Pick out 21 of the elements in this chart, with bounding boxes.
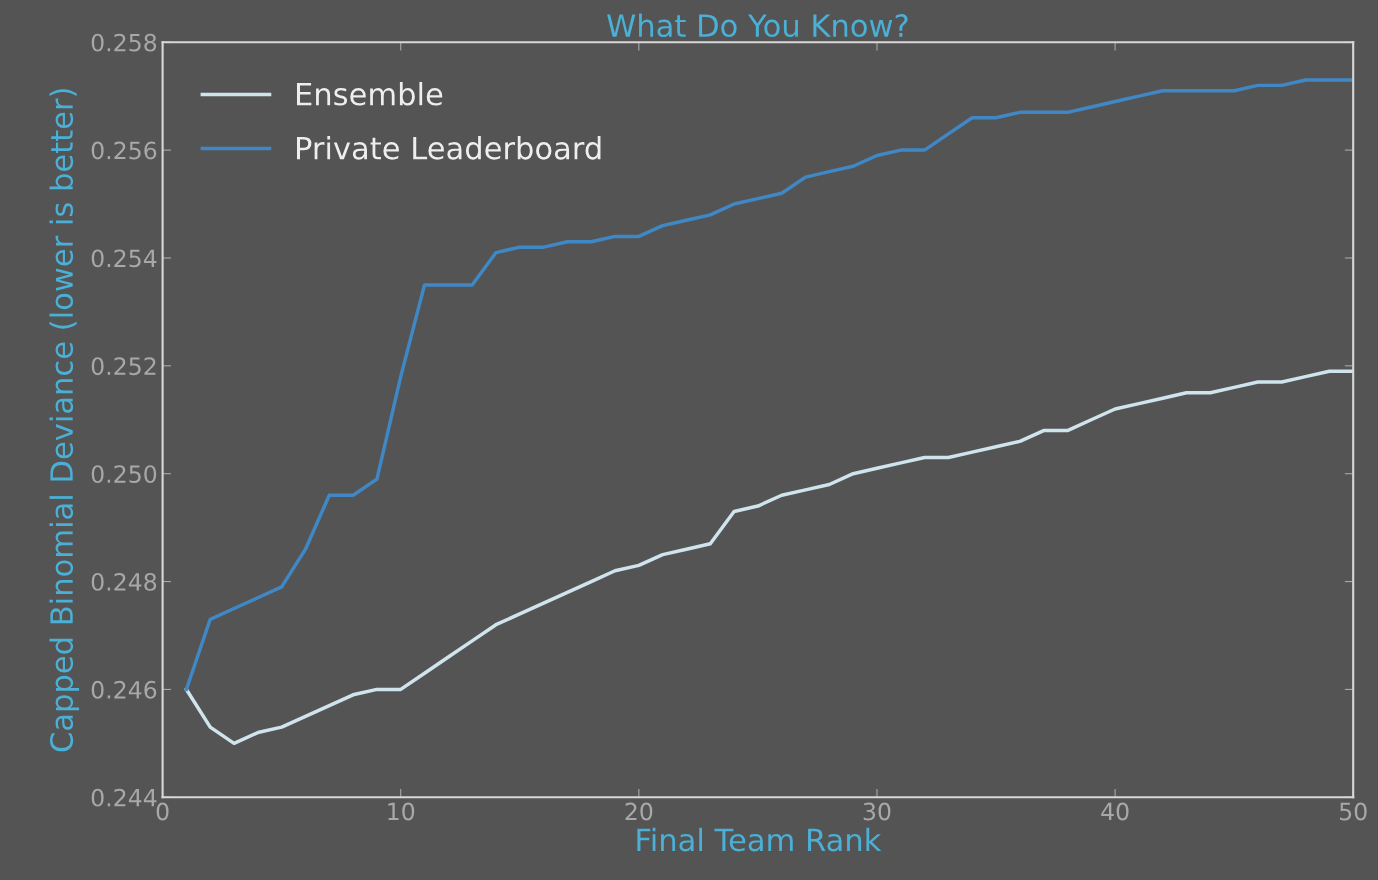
y-tick-label: 0.258: [91, 33, 157, 52]
y-tick-label: 0.246: [91, 680, 157, 699]
y-axis-title: Capped Binomial Deviance (lower is better): [49, 89, 80, 752]
x-tick-label: 40: [1101, 802, 1129, 821]
chart-title: What Do You Know?: [607, 13, 908, 38]
legend-label: Ensemble: [296, 81, 443, 106]
y-tick-label: 0.252: [91, 357, 156, 376]
y-tick-label: 0.250: [91, 465, 157, 483]
legend-label: Private Leaderboard: [296, 135, 601, 160]
y-tick-label: 0.248: [91, 573, 157, 591]
x-tick-label: 50: [1340, 802, 1367, 821]
x-tick-label: 10: [388, 802, 415, 821]
line-series: [184, 369, 1354, 746]
x-tick-label: 0: [156, 802, 169, 821]
line-series: [184, 78, 1354, 692]
x-axis-title: Final Team Rank: [637, 827, 882, 852]
x-tick-label: 30: [863, 802, 891, 821]
x-tick-label: 20: [625, 802, 653, 821]
y-tick-label: 0.256: [91, 141, 157, 160]
y-tick-label: 0.244: [91, 788, 157, 807]
y-tick-label: 0.254: [91, 249, 157, 268]
